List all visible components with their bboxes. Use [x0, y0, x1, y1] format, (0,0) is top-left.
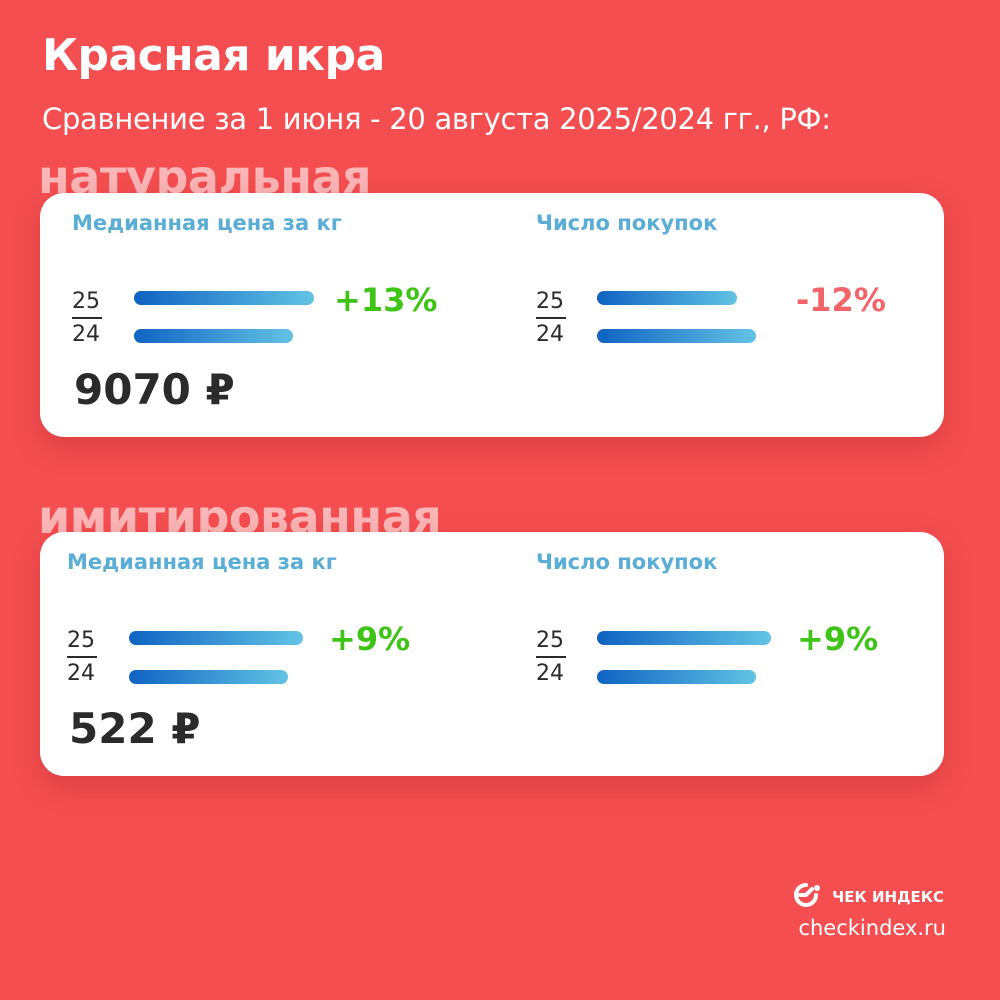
- tick-label-24: 24: [72, 322, 100, 347]
- metric-purchases-natural: Число покупок 25 24 -12%: [536, 193, 976, 437]
- metric-title: Число покупок: [536, 550, 718, 574]
- metric-title: Медианная цена за кг: [72, 211, 342, 235]
- fraction-line: [536, 656, 566, 658]
- price-value: 522 ₽: [69, 704, 201, 753]
- bar-25: [134, 291, 314, 305]
- brand-url[interactable]: checkindex.ru: [798, 916, 946, 940]
- metric-price-natural: Медианная цена за кг 25 24 +13% 9070 ₽: [72, 193, 512, 437]
- bar-25: [597, 291, 737, 305]
- fraction-line: [536, 317, 566, 319]
- tick-label-24: 24: [536, 322, 564, 347]
- tick-label-25: 25: [536, 628, 564, 653]
- change-label: +13%: [334, 281, 438, 319]
- metric-title: Число покупок: [536, 211, 718, 235]
- metric-price-imitation: Медианная цена за кг 25 24 +9% 522 ₽: [67, 532, 507, 776]
- card-imitation: Медианная цена за кг 25 24 +9% 522 ₽ Чис…: [40, 532, 944, 776]
- tick-label-25: 25: [536, 289, 564, 314]
- brand: ЧЕК ИНДЕКС: [790, 882, 944, 912]
- change-label: -12%: [796, 281, 886, 319]
- brand-name: ЧЕК ИНДЕКС: [832, 888, 944, 906]
- change-label: +9%: [329, 620, 411, 658]
- page-title: Красная икра: [42, 30, 385, 81]
- bar-25: [129, 631, 303, 645]
- checkindex-logo-icon: [790, 882, 822, 912]
- bar-24: [597, 329, 756, 343]
- metric-purchases-imitation: Число покупок 25 24 +9%: [536, 532, 976, 776]
- bar-25: [597, 631, 771, 645]
- fraction-line: [72, 317, 102, 319]
- tick-label-24: 24: [67, 661, 95, 686]
- tick-label-24: 24: [536, 661, 564, 686]
- card-natural: Медианная цена за кг 25 24 +13% 9070 ₽ Ч…: [40, 193, 944, 437]
- change-label: +9%: [797, 620, 879, 658]
- price-value: 9070 ₽: [74, 365, 235, 414]
- page-subtitle: Сравнение за 1 июня - 20 августа 2025/20…: [42, 102, 831, 136]
- metric-title: Медианная цена за кг: [67, 550, 337, 574]
- bar-24: [134, 329, 293, 343]
- fraction-line: [67, 656, 97, 658]
- bar-24: [597, 670, 756, 684]
- bar-24: [129, 670, 288, 684]
- tick-label-25: 25: [72, 289, 100, 314]
- tick-label-25: 25: [67, 628, 95, 653]
